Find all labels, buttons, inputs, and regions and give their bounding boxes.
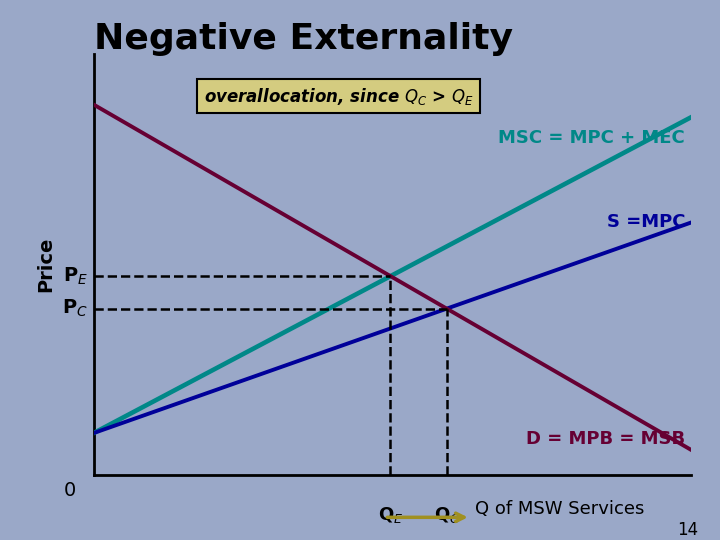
Text: Q$_C$: Q$_C$ <box>433 505 460 525</box>
Text: 0: 0 <box>63 481 76 500</box>
Text: P$_C$: P$_C$ <box>62 298 88 319</box>
Text: Q of MSW Services: Q of MSW Services <box>475 500 644 518</box>
Text: Q$_E$: Q$_E$ <box>378 505 403 525</box>
Text: MSC = MPC + MEC: MSC = MPC + MEC <box>498 129 685 147</box>
Text: Negative Externality: Negative Externality <box>94 22 513 56</box>
Text: 14: 14 <box>678 521 698 538</box>
Text: S =MPC: S =MPC <box>607 213 685 231</box>
Text: P$_E$: P$_E$ <box>63 266 88 287</box>
Text: D = MPB = MSB: D = MPB = MSB <box>526 429 685 448</box>
Text: Price: Price <box>36 237 55 292</box>
Text: overallocation, since $Q_C$ > $Q_E$: overallocation, since $Q_C$ > $Q_E$ <box>204 86 474 106</box>
